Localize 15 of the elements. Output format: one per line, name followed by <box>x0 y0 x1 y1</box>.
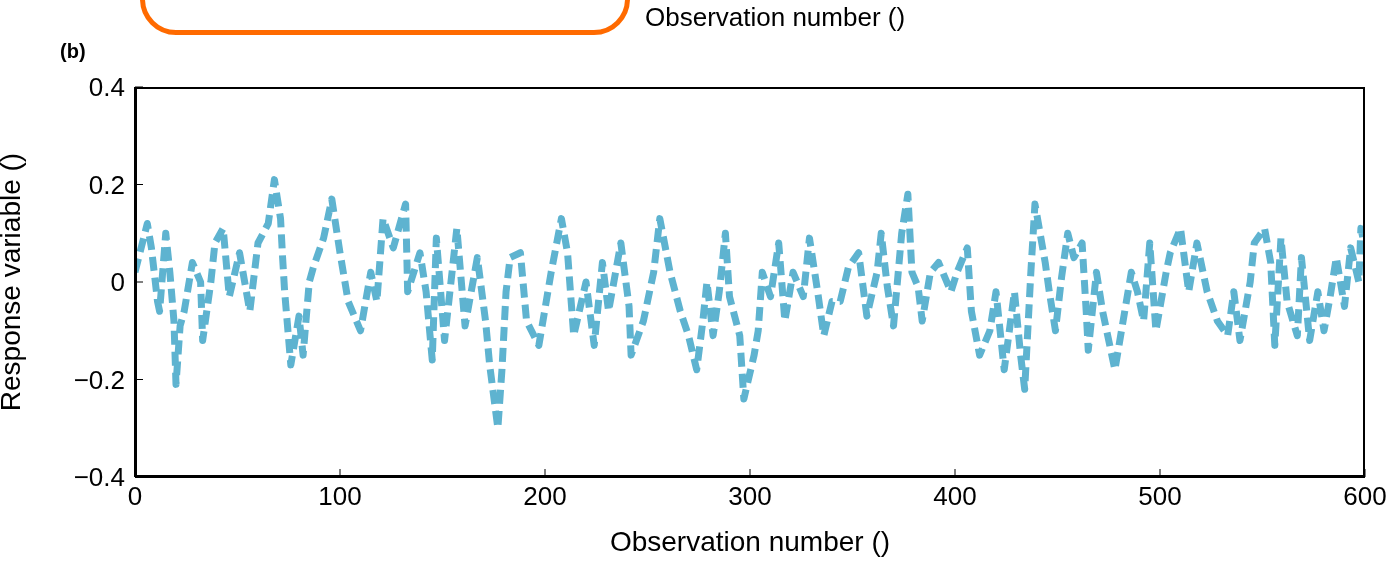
y-tick-label: 0 <box>110 267 125 298</box>
y-tick-label: 0.2 <box>88 169 125 200</box>
x-tick-label: 200 <box>523 481 567 512</box>
y-tick-label: −0.2 <box>73 364 125 395</box>
y-tick-label: 0.4 <box>88 72 125 103</box>
text: (b) <box>60 40 86 63</box>
y-axis-title: Response variable () <box>0 152 26 412</box>
x-axis-title: Observation number () <box>609 526 891 557</box>
text: Observation number () <box>645 2 906 32</box>
x-tick-label: 100 <box>318 481 362 512</box>
x-tick-label: 500 <box>1138 481 1182 512</box>
y-tick-label: −0.4 <box>73 462 125 493</box>
x-tick-label: 600 <box>1343 481 1387 512</box>
x-tick-label: 300 <box>728 481 772 512</box>
x-tick-label: 400 <box>933 481 977 512</box>
